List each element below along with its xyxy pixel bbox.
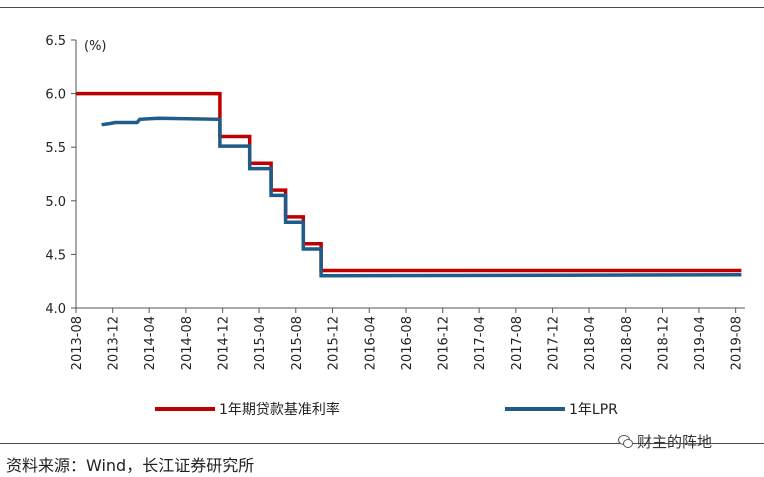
- legend-label-2: 1年LPR: [569, 402, 618, 418]
- source-note: 资料来源：Wind，长江证券研究所: [6, 456, 255, 475]
- x-tick-label: 2016-04: [363, 316, 378, 370]
- legend-label-1: 1年期贷款基准利率: [219, 401, 340, 418]
- x-tick-label: 2015-12: [327, 316, 342, 370]
- x-tick-label: 2019-08: [730, 316, 745, 370]
- y-tick-label: 5.0: [45, 195, 66, 210]
- y-tick-label: 4.5: [45, 248, 66, 263]
- x-tick-label: 2016-12: [437, 316, 452, 370]
- x-tick-label: 2019-04: [693, 316, 708, 370]
- series-line-1: [76, 91, 742, 273]
- series-layer: [76, 91, 742, 278]
- top-rule: [0, 7, 764, 8]
- y-tick-label: 5.5: [45, 141, 66, 156]
- x-axis: 2013-08 2013-12 2014-04 2014-08 2014-12 2015-…: [70, 307, 745, 370]
- legend: 1年期贷款基准利率 1年LPR: [155, 401, 618, 418]
- x-tick-label: 2017-12: [547, 316, 562, 370]
- series-line-2: [101, 116, 742, 278]
- watermark-text: 财主的阵地: [637, 433, 713, 451]
- bottom-rule: [0, 443, 764, 444]
- x-tick-label: 2014-12: [217, 316, 232, 370]
- wechat-icon: [618, 435, 633, 448]
- x-tick-label: 2018-04: [583, 316, 598, 370]
- x-tick-label: 2016-08: [400, 316, 415, 370]
- x-tick-label: 2013-08: [70, 316, 85, 370]
- rate-chart: 4.0 4.5 5.0 5.5 6.0 6.5 2013-08 2013-12 2014-04…: [45, 34, 745, 418]
- y-tick-label: 6.0: [45, 88, 66, 103]
- x-tick-label: 2017-04: [473, 316, 488, 370]
- y-tick-label: 6.5: [45, 34, 66, 49]
- y-axis: 4.0 4.5 5.0 5.5 6.0 6.5: [45, 34, 77, 317]
- y-tick-label: 4.0: [45, 302, 66, 317]
- x-tick-label: 2013-12: [107, 316, 122, 370]
- x-tick-label: 2014-08: [180, 316, 195, 370]
- x-tick-label: 2018-08: [620, 316, 635, 370]
- x-tick-label: 2018-12: [657, 316, 672, 370]
- x-tick-label: 2015-08: [290, 316, 305, 370]
- y-axis-unit-label: (%): [84, 39, 107, 54]
- x-tick-label: 2017-08: [510, 316, 525, 370]
- x-tick-label: 2014-04: [143, 316, 158, 370]
- x-tick-label: 2015-04: [253, 316, 268, 370]
- watermark: 财主的阵地: [618, 431, 712, 452]
